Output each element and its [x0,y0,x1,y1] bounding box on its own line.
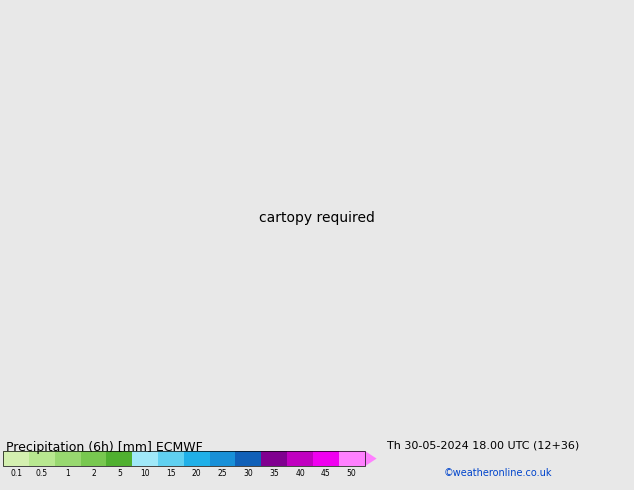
Text: 50: 50 [347,469,356,478]
Text: 45: 45 [321,469,331,478]
Text: 1: 1 [65,469,70,478]
Bar [235,451,261,466]
Text: 0.1: 0.1 [10,469,22,478]
Bar [261,451,287,466]
Text: 35: 35 [269,469,279,478]
Bar [287,451,313,466]
Bar [3,451,365,466]
Text: 0.5: 0.5 [36,469,48,478]
Text: 10: 10 [140,469,150,478]
Text: 25: 25 [217,469,228,478]
Bar [133,451,158,466]
Bar [339,451,365,466]
Bar [81,451,107,466]
Text: 2: 2 [91,469,96,478]
Text: 40: 40 [295,469,305,478]
Text: 30: 30 [243,469,253,478]
Bar [55,451,81,466]
FancyArrow shape [365,451,377,466]
Bar [184,451,210,466]
Text: 20: 20 [192,469,202,478]
Text: Precipitation (6h) [mm] ECMWF: Precipitation (6h) [mm] ECMWF [6,441,203,454]
Text: Th 30-05-2024 18.00 UTC (12+36): Th 30-05-2024 18.00 UTC (12+36) [387,441,579,451]
Text: ©weatheronline.co.uk: ©weatheronline.co.uk [444,467,552,478]
Bar [29,451,55,466]
Text: 5: 5 [117,469,122,478]
Bar [313,451,339,466]
Text: cartopy required: cartopy required [259,211,375,225]
Bar [158,451,184,466]
Text: 15: 15 [166,469,176,478]
Bar [107,451,133,466]
Bar [210,451,235,466]
Bar [3,451,29,466]
